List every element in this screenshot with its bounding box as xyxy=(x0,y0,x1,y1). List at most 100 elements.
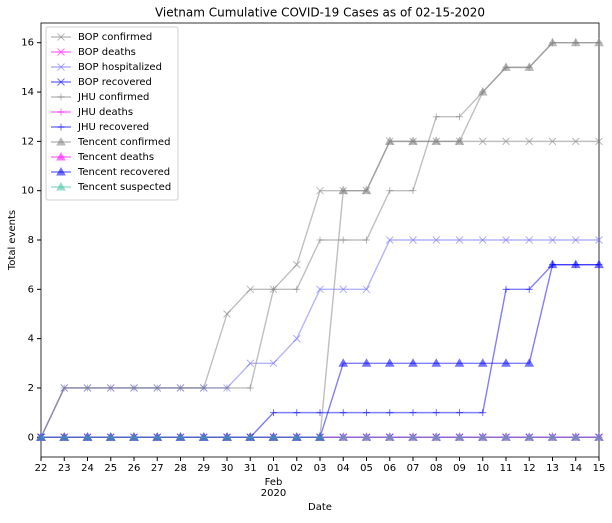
data-point xyxy=(456,409,463,417)
x-tick-label: 10 xyxy=(476,463,489,474)
legend-marker xyxy=(57,63,65,71)
data-point xyxy=(571,236,580,244)
x-tick-label: 25 xyxy=(104,463,117,474)
data-point xyxy=(384,136,395,145)
data-point xyxy=(570,432,581,441)
data-point xyxy=(547,259,558,269)
data-point xyxy=(198,432,209,441)
x-tick-label: 23 xyxy=(58,463,71,474)
y-tick-label: 2 xyxy=(28,383,34,394)
data-point xyxy=(339,285,348,294)
data-point xyxy=(245,432,256,441)
data-point xyxy=(431,136,442,145)
data-point xyxy=(316,186,324,195)
legend-label: JHU recovered xyxy=(77,122,149,133)
data-point xyxy=(339,236,347,244)
x-tick-label: 06 xyxy=(383,463,396,474)
data-point xyxy=(386,409,394,417)
data-point xyxy=(385,236,394,244)
data-point xyxy=(338,432,349,441)
y-tick-label: 0 xyxy=(28,432,34,443)
x-tick-label: 07 xyxy=(407,463,420,474)
data-point xyxy=(501,358,511,367)
data-point xyxy=(547,37,558,47)
x-tick-label: 12 xyxy=(523,463,536,474)
data-point xyxy=(502,285,510,293)
data-point xyxy=(409,187,417,195)
data-point xyxy=(270,409,277,417)
x-tick-label: 02 xyxy=(290,463,303,474)
data-point xyxy=(454,358,465,367)
data-point xyxy=(477,358,488,367)
x-tick-label: 09 xyxy=(453,463,466,474)
data-point xyxy=(200,384,208,392)
data-point xyxy=(454,432,465,441)
data-point xyxy=(409,409,417,417)
legend-label: Tencent deaths xyxy=(77,152,154,163)
data-point xyxy=(432,236,441,244)
data-point xyxy=(502,137,510,146)
x-tick-label: 04 xyxy=(337,463,350,474)
legend-marker xyxy=(56,136,66,146)
data-point xyxy=(177,384,184,392)
data-point xyxy=(408,358,418,367)
data-point xyxy=(408,432,418,441)
data-point xyxy=(478,137,487,146)
y-tick-label: 4 xyxy=(28,334,34,345)
x-tick-label: 03 xyxy=(314,463,327,474)
data-point xyxy=(524,358,535,367)
data-point xyxy=(570,259,581,269)
data-point xyxy=(315,432,325,441)
data-point xyxy=(548,236,557,244)
data-point xyxy=(292,334,301,343)
data-point xyxy=(431,358,442,367)
chart-title: Vietnam Cumulative COVID-19 Cases as of … xyxy=(155,6,485,20)
y-tick-label: 14 xyxy=(21,87,34,98)
legend-label: Tencent recovered xyxy=(77,167,170,178)
legend-marker xyxy=(57,93,65,101)
data-point xyxy=(363,236,370,244)
data-point xyxy=(547,432,558,441)
data-point xyxy=(594,37,604,47)
data-point xyxy=(363,409,370,417)
data-point xyxy=(432,113,440,121)
data-point xyxy=(223,384,231,392)
data-point xyxy=(477,432,488,441)
data-point xyxy=(479,409,487,417)
y-tick-label: 10 xyxy=(21,186,34,197)
data-point xyxy=(594,259,604,269)
data-point xyxy=(105,432,116,441)
data-point xyxy=(361,358,372,367)
x-tick-label: 28 xyxy=(174,463,187,474)
legend-label: BOP recovered xyxy=(78,77,152,88)
data-point xyxy=(548,137,557,146)
data-point xyxy=(246,285,255,294)
data-point xyxy=(291,432,302,441)
legend-label: BOP deaths xyxy=(78,47,136,58)
x-tick-label: 27 xyxy=(151,463,164,474)
data-point xyxy=(384,358,395,367)
data-point xyxy=(175,432,186,441)
data-point xyxy=(524,432,535,441)
data-point xyxy=(570,37,581,47)
legend-marker xyxy=(57,123,65,131)
data-point xyxy=(454,136,465,145)
x-tick-label: 15 xyxy=(593,463,606,474)
data-point xyxy=(59,432,70,441)
legend-label: JHU deaths xyxy=(77,107,133,118)
data-point xyxy=(478,236,487,244)
legend-marker xyxy=(56,151,66,161)
y-tick-label: 16 xyxy=(21,38,34,49)
data-point xyxy=(130,384,138,392)
x-sublabel: 2020 xyxy=(261,488,286,499)
data-point xyxy=(107,384,115,392)
y-tick-label: 12 xyxy=(21,136,34,147)
data-point xyxy=(153,384,161,392)
x-tick-label: 29 xyxy=(197,463,210,474)
data-point xyxy=(246,384,254,392)
data-point xyxy=(129,432,139,441)
legend-marker xyxy=(57,108,65,116)
data-point xyxy=(361,185,372,195)
data-point xyxy=(361,432,372,441)
